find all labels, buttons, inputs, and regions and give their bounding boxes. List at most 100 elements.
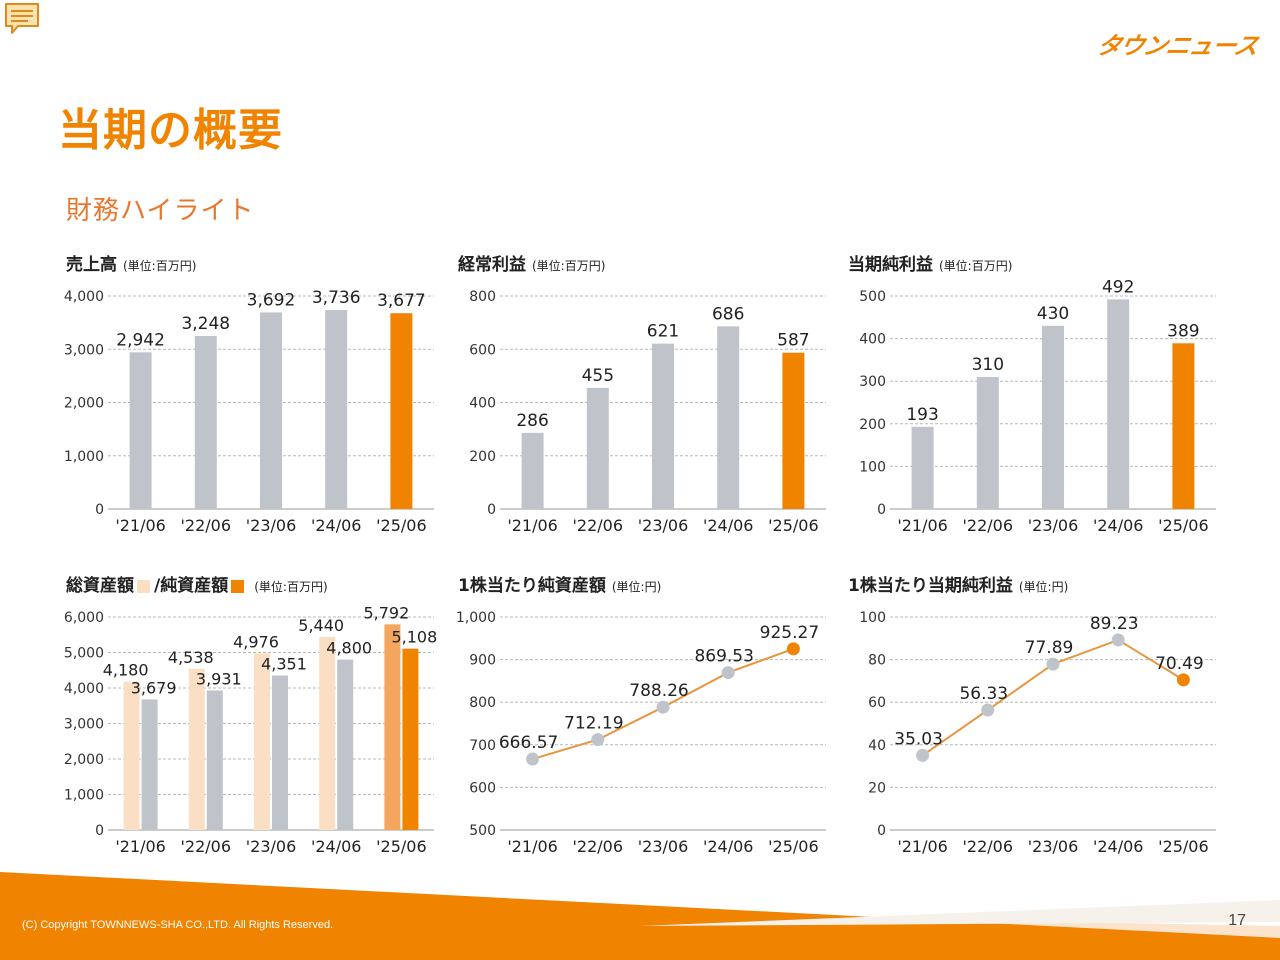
y-tick-label: 500 <box>469 823 496 839</box>
page-title: 当期の概要 <box>58 105 283 156</box>
assets-chart-plot: 0 1,000 2,000 3,000 4,000 5,000 6,000 '21/06 '22… <box>64 603 437 856</box>
bps-chart-title: 1株当たり純資産額 (単位:円) <box>458 571 661 596</box>
x-tick-label: '24/06 <box>703 516 754 535</box>
bar <box>1172 343 1195 509</box>
bar-value-label: 193 <box>906 405 938 425</box>
bar <box>652 343 674 509</box>
x-tick-label: '23/06 <box>246 516 297 535</box>
net-assets-bar <box>272 675 288 830</box>
x-tick-label: '21/06 <box>115 516 166 535</box>
x-tick-label: '23/06 <box>638 837 689 856</box>
bar-value-label: 455 <box>582 366 614 386</box>
x-tick-label: '25/06 <box>1158 516 1209 535</box>
y-tick-label: 200 <box>469 449 496 465</box>
bar <box>260 312 282 509</box>
page-number: 17 <box>1228 912 1246 929</box>
bar <box>976 376 999 509</box>
data-point <box>1046 657 1060 671</box>
chart-title-text: 当期純利益 <box>848 255 933 275</box>
y-tick-label: 300 <box>859 374 886 390</box>
bar <box>325 310 348 509</box>
y-tick-label: 20 <box>868 780 886 796</box>
y-tick-label: 400 <box>859 332 886 348</box>
bar-value-label: 4,538 <box>168 648 214 667</box>
y-tick-label: 40 <box>868 738 886 754</box>
bar-value-label: 3,677 <box>377 291 426 311</box>
point-value-label: 788.26 <box>629 681 688 701</box>
x-tick-label: '25/06 <box>768 516 819 535</box>
bar-value-label: 3,692 <box>247 290 296 310</box>
total-assets-legend-swatch <box>137 579 150 593</box>
townnews-logo: タウンニュース <box>1094 32 1261 60</box>
y-tick-label: 700 <box>469 738 496 754</box>
x-tick-label: '22/06 <box>963 837 1014 856</box>
y-tick-label: 5,000 <box>64 646 104 662</box>
total-assets-bar <box>188 668 205 830</box>
x-tick-label: '21/06 <box>115 837 166 856</box>
bar-value-label: 492 <box>1102 277 1134 297</box>
bar-value-label: 5,792 <box>363 603 409 622</box>
y-tick-label: 1,000 <box>456 610 496 626</box>
bar-value-label: 3,931 <box>196 669 242 688</box>
chart-unit: (単位:百万円) <box>123 259 197 273</box>
y-tick-label: 0 <box>877 502 886 518</box>
bar <box>911 426 934 509</box>
bar-value-label: 389 <box>1167 321 1199 341</box>
bps-chart-plot: 500 600 700 800 900 1,000 '21/06 '22/06 '23/06 '2… <box>456 610 826 856</box>
x-tick-label: '25/06 <box>768 837 819 856</box>
chart-unit: (単位:百万円) <box>939 259 1013 273</box>
y-tick-label: 0 <box>95 823 104 839</box>
y-tick-label: 800 <box>469 695 496 711</box>
x-tick-label: '22/06 <box>963 516 1014 535</box>
y-tick-label: 0 <box>487 502 496 518</box>
y-tick-label: 1,000 <box>64 449 104 465</box>
bar <box>390 313 413 509</box>
y-tick-label: 0 <box>95 502 104 518</box>
point-value-label: 666.57 <box>499 733 558 753</box>
ordinary-profit-chart-title: 経常利益 (単位:百万円) <box>458 250 605 275</box>
y-tick-label: 4,000 <box>64 289 104 305</box>
point-value-label: 77.89 <box>1025 638 1074 658</box>
copyright-text: (C) Copyright TOWNNEWS-SHA CO.,LTD. All … <box>22 919 334 931</box>
x-tick-label: '21/06 <box>507 837 558 856</box>
bar-value-label: 3,248 <box>181 314 230 334</box>
y-tick-label: 2,000 <box>64 752 104 768</box>
bar <box>717 326 740 509</box>
y-tick-label: 80 <box>868 653 886 669</box>
data-point <box>656 700 670 714</box>
bar <box>194 336 217 509</box>
data-point <box>1176 673 1190 687</box>
chart-title-text-2: /純資産額 <box>154 576 229 596</box>
y-tick-label: 200 <box>859 417 886 433</box>
x-tick-label: '21/06 <box>897 516 948 535</box>
bar-value-label: 587 <box>777 331 809 351</box>
y-tick-label: 900 <box>469 653 496 669</box>
chart-title-text: 1株当たり純資産額 <box>458 576 606 596</box>
bar-value-label: 286 <box>516 411 548 431</box>
net-income-chart: 当期純利益 (単位:百万円) 0 100 200 300 400 500 '21/06 '22/… <box>848 250 1228 550</box>
x-tick-label: '24/06 <box>311 837 362 856</box>
eps-chart-plot: 0 20 40 60 80 100 '21/06 '22/06 '23/06 '24/06 '25/… <box>859 610 1216 856</box>
y-tick-label: 3,000 <box>64 342 104 358</box>
total-assets-bar <box>319 636 336 830</box>
x-tick-label: '23/06 <box>1028 516 1079 535</box>
x-tick-label: '22/06 <box>573 837 624 856</box>
bar-value-label: 621 <box>647 322 679 342</box>
y-tick-label: 800 <box>469 289 496 305</box>
total-assets-bar <box>123 681 140 830</box>
x-tick-label: '22/06 <box>573 516 624 535</box>
section-title: 財務ハイライト <box>66 196 255 226</box>
comment-icon[interactable] <box>4 2 40 36</box>
data-point <box>1111 633 1125 647</box>
y-tick-label: 4,000 <box>64 681 104 697</box>
point-value-label: 89.23 <box>1090 614 1139 634</box>
chart-unit: (単位:円) <box>611 580 662 594</box>
bar-value-label: 2,942 <box>116 330 165 350</box>
bar-value-label: 4,800 <box>326 639 372 658</box>
net-income-chart-title: 当期純利益 (単位:百万円) <box>848 250 1012 275</box>
net-assets-bar <box>337 659 354 830</box>
bar <box>1107 299 1130 509</box>
point-value-label: 712.19 <box>564 714 623 734</box>
eps-chart-title: 1株当たり当期純利益 (単位:円) <box>848 571 1068 596</box>
chart-unit: (単位:百万円) <box>532 259 606 273</box>
